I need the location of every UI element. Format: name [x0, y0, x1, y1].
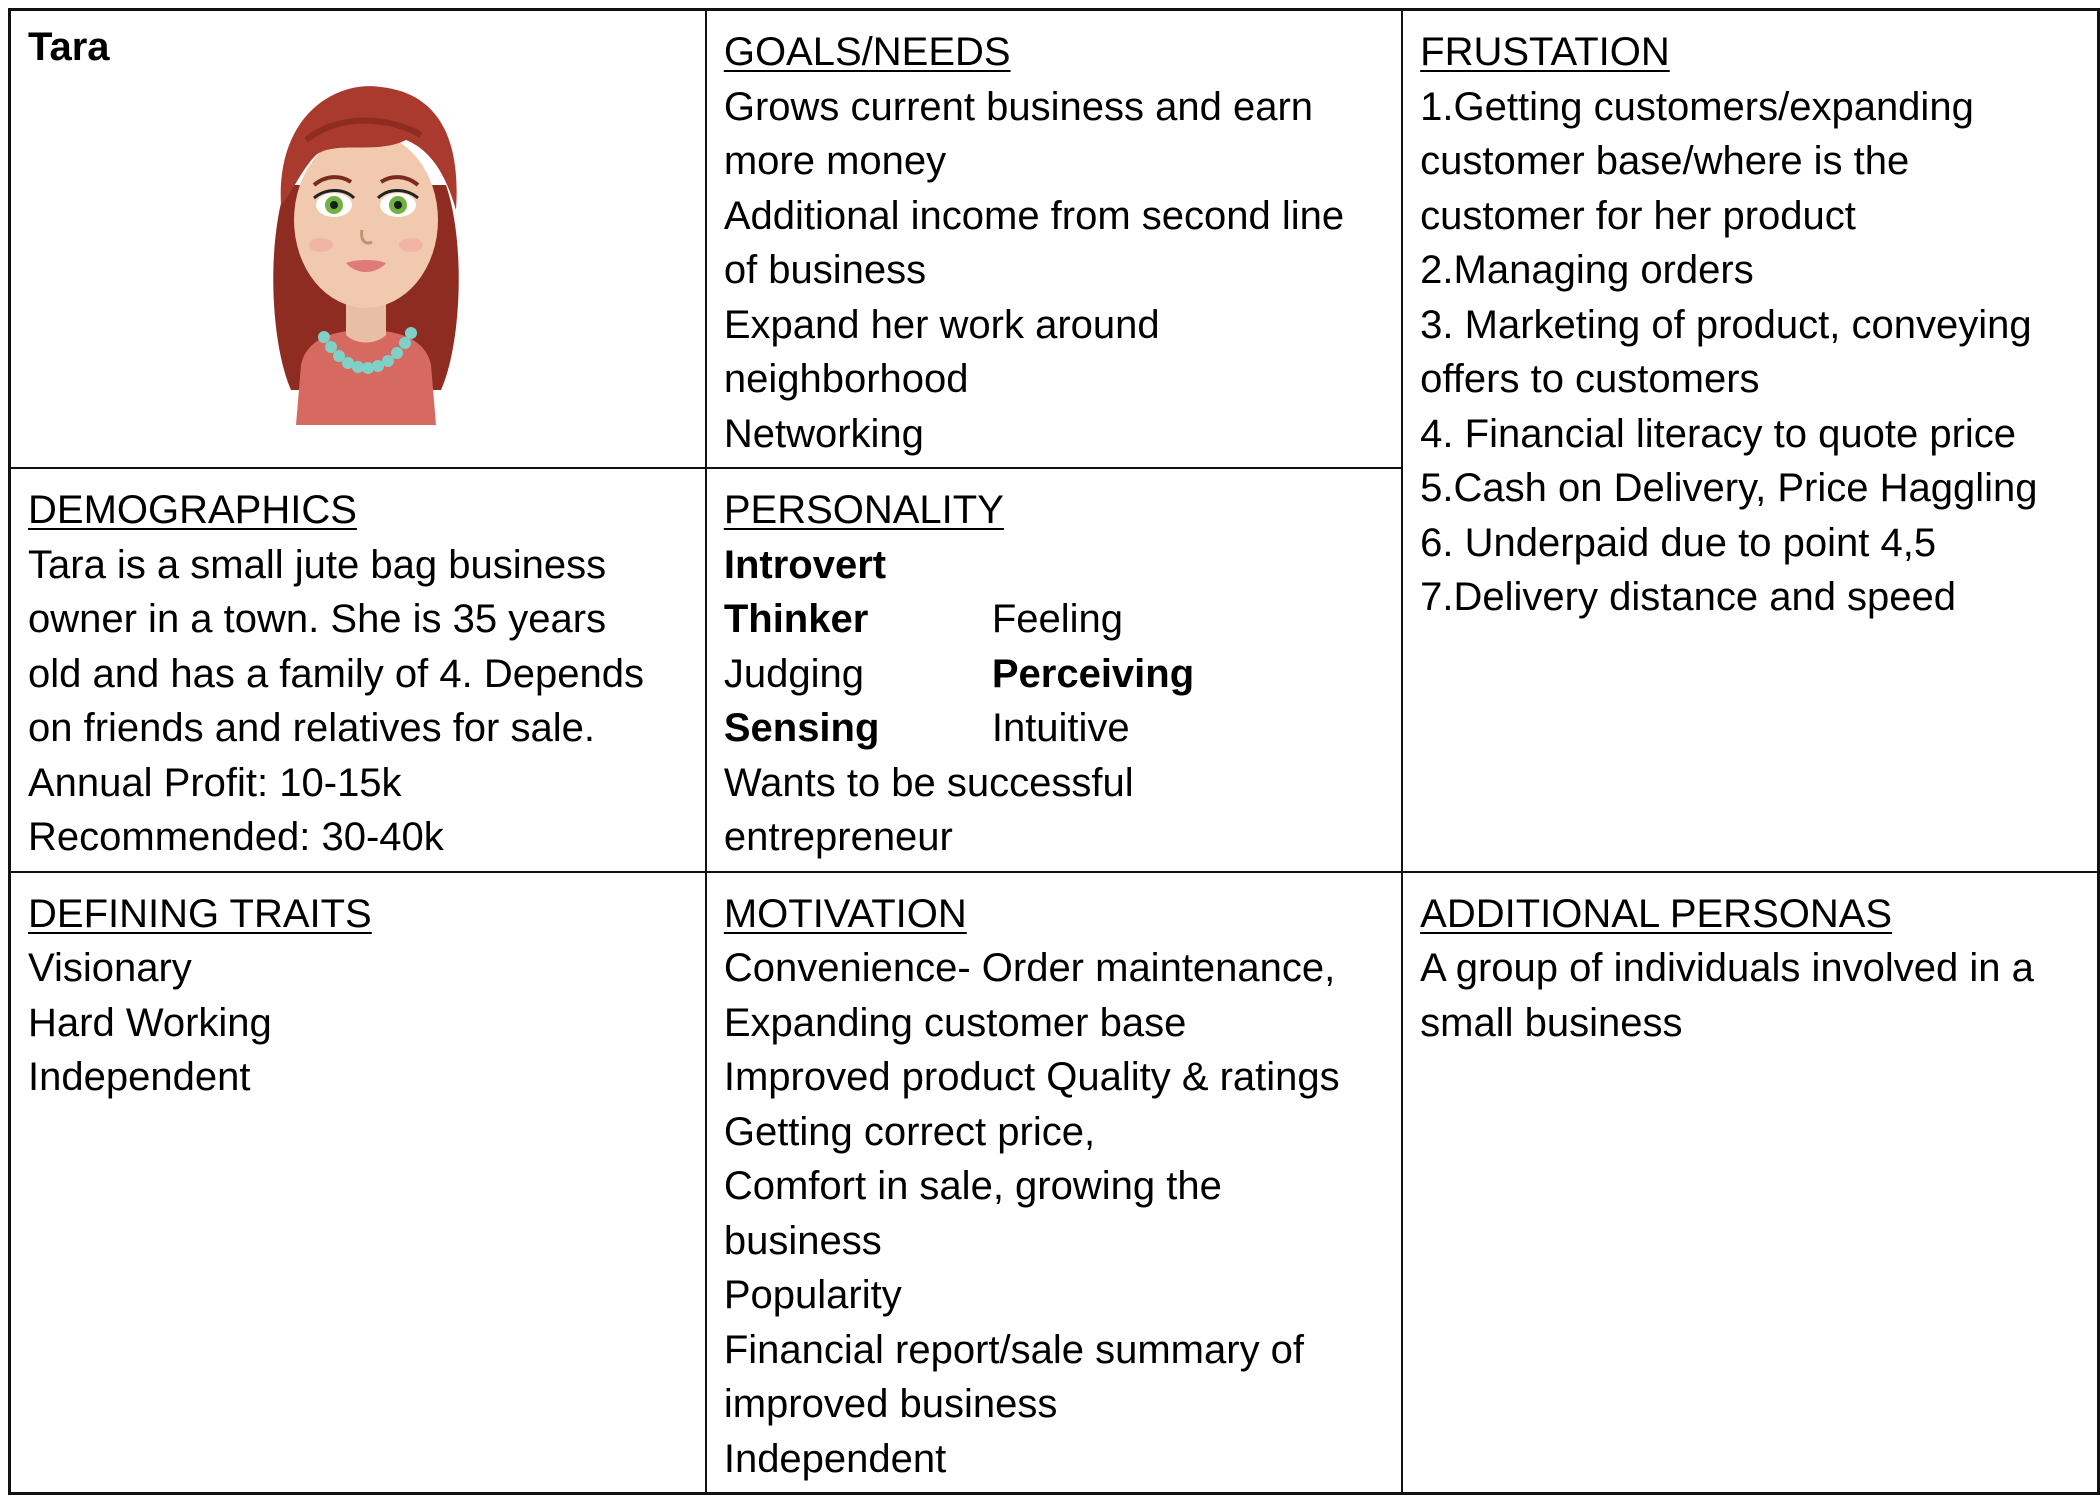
table-row: DEFINING TRAITS Visionary Hard Working I… [8, 870, 2100, 1495]
motivation-heading: MOTIVATION [723, 891, 967, 936]
motivation-line: Getting correct price, [723, 1109, 1096, 1154]
additional-personas-line: small business [1420, 1000, 1683, 1045]
additional-personas-cell: ADDITIONAL PERSONAS A group of individua… [1401, 870, 2100, 1495]
demographics-line: old and has a family of 4. Depends [28, 651, 644, 696]
demographics-cell: DEMOGRAPHICS Tara is a small jute bag bu… [8, 467, 707, 873]
motivation-line: Popularity [723, 1273, 902, 1317]
frustration-heading: FRUSTATION [1420, 30, 1670, 74]
motivation-cell: MOTIVATION Convenience- Order maintenanc… [704, 870, 1404, 1495]
personality-trait: Perceiving [991, 651, 1195, 696]
frustration-line: 3. Marketing of product, conveying [1420, 302, 2032, 347]
personality-trait: Judging [723, 651, 864, 696]
traits-heading: DEFINING TRAITS [28, 891, 372, 936]
traits-cell: DEFINING TRAITS Visionary Hard Working I… [8, 870, 707, 1495]
personality-trait: Intuitive [991, 706, 1130, 750]
goals-line: of business [723, 248, 927, 292]
traits-line: Visionary [28, 946, 192, 990]
goals-line: Networking [723, 411, 924, 456]
woman-avatar-icon [273, 86, 459, 425]
personality-introvert: Introvert [723, 542, 887, 587]
frustration-line: offers to customers [1420, 357, 1760, 401]
traits-line: Hard Working [28, 1000, 272, 1045]
frustration-line: customer base/where is the [1420, 139, 1910, 183]
personality-trait: Feeling [991, 597, 1124, 641]
table-row: DEMOGRAPHICS Tara is a small jute bag bu… [8, 467, 2099, 873]
traits-line: Independent [28, 1055, 251, 1099]
frustration-line: 4. Financial literacy to quote price [1420, 411, 2017, 456]
personality-heading: PERSONALITY [723, 488, 1004, 532]
motivation-line: improved business [723, 1382, 1058, 1426]
goals-cell: GOALS/NEEDS Grows current business and e… [704, 8, 1404, 469]
avatar [28, 67, 689, 452]
goals-line: Grows current business and earn [723, 84, 1314, 129]
motivation-line: Independent [723, 1436, 947, 1481]
personality-trait: Thinker [723, 597, 869, 641]
frustration-line: 6. Underpaid due to point 4,5 [1420, 520, 1937, 565]
frustration-line: 5.Cash on Delivery, Price Haggling [1420, 466, 2038, 510]
goals-heading: GOALS/NEEDS [723, 30, 1011, 74]
motivation-line: Comfort in sale, growing the [723, 1164, 1222, 1208]
persona-cell: Tara [8, 8, 707, 469]
demographics-line: Tara is a small jute bag business [28, 542, 607, 587]
frustration-line: 2.Managing orders [1420, 248, 1754, 292]
motivation-line: Convenience- Order maintenance, [723, 946, 1336, 990]
demographics-heading: DEMOGRAPHICS [28, 488, 357, 532]
personality-cell: PERSONALITY Introvert Thinker Feeling Ju… [704, 467, 1404, 873]
motivation-line: Improved product Quality & ratings [723, 1055, 1340, 1099]
persona-name: Tara [28, 25, 110, 69]
motivation-line: business [723, 1218, 882, 1263]
persona-table: Tara [8, 8, 2100, 1495]
personality-trait: Sensing [723, 706, 880, 750]
goals-line: Additional income from second line [723, 193, 1345, 238]
demographics-line: owner in a town. She is 35 years [28, 597, 607, 641]
demographics-line: Annual Profit: 10-15k [28, 760, 402, 805]
frustration-line: customer for her product [1420, 193, 1856, 238]
goals-line: neighborhood [723, 357, 969, 401]
motivation-line: Financial report/sale summary of [723, 1327, 1305, 1372]
frustration-line: 7.Delivery distance and speed [1420, 575, 1957, 619]
personality-line: Wants to be successful [723, 760, 1134, 805]
personality-line: entrepreneur [723, 815, 953, 859]
motivation-line: Expanding customer base [723, 1000, 1187, 1045]
personality-pairs: Thinker Feeling Judging Perceiving Sensi… [724, 592, 1385, 756]
table-row: Tara [8, 8, 2100, 873]
additional-personas-line: A group of individuals involved in a [1420, 946, 2034, 990]
demographics-line: on friends and relatives for sale. [28, 706, 595, 750]
goals-line: more money [723, 139, 947, 183]
demographics-line: Recommended: 30-40k [28, 815, 444, 859]
additional-personas-heading: ADDITIONAL PERSONAS [1420, 891, 1893, 936]
goals-line: Expand her work around [723, 302, 1160, 347]
frustration-line: 1.Getting customers/expanding [1420, 84, 1974, 129]
frustration-cell: FRUSTATION 1.Getting customers/expanding… [1401, 8, 2100, 873]
